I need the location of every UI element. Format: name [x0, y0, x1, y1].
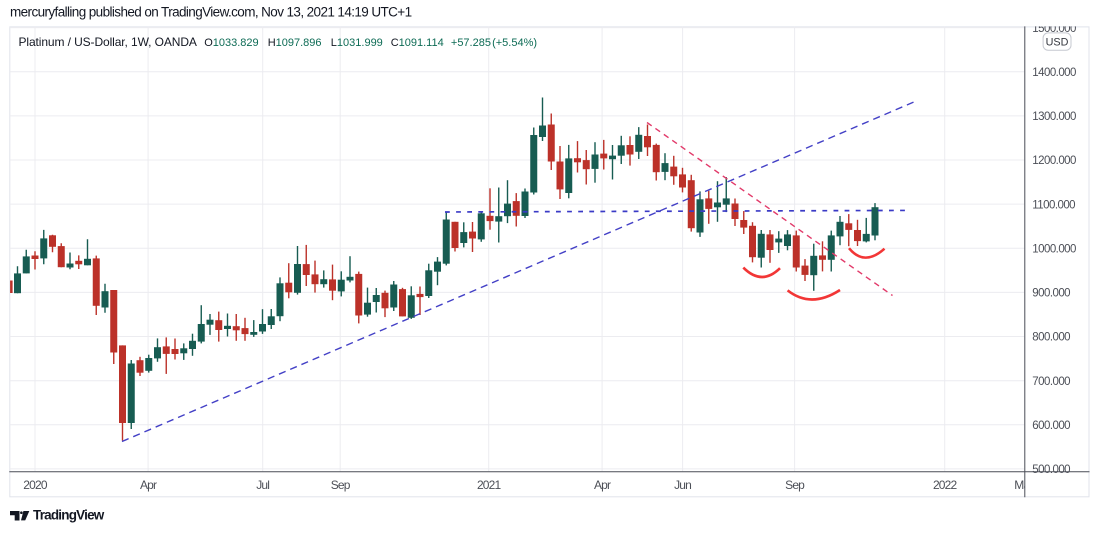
- svg-text:H1097.896: H1097.896: [268, 37, 322, 49]
- svg-text:O1033.829: O1033.829: [204, 37, 258, 49]
- svg-text:USD: USD: [1046, 36, 1069, 48]
- svg-text:Mar: Mar: [1014, 478, 1033, 492]
- svg-text:500.000: 500.000: [1032, 464, 1070, 476]
- svg-text:2020: 2020: [23, 478, 48, 492]
- svg-text:Jul: Jul: [256, 478, 269, 492]
- svg-text:800.000: 800.000: [1032, 332, 1070, 344]
- svg-text:2021: 2021: [477, 478, 502, 492]
- svg-text:L1031.999: L1031.999: [331, 37, 383, 49]
- svg-text:1500.000: 1500.000: [1032, 23, 1076, 35]
- svg-text:1000.000: 1000.000: [1032, 244, 1076, 256]
- svg-text:1200.000: 1200.000: [1032, 155, 1076, 167]
- svg-text:900.000: 900.000: [1032, 288, 1070, 300]
- svg-text:Apr: Apr: [594, 478, 611, 492]
- svg-text:Sep: Sep: [785, 478, 805, 492]
- svg-text:C1091.114: C1091.114: [391, 37, 444, 49]
- svg-text:Platinum / US-Dollar, 1W, OAND: Platinum / US-Dollar, 1W, OANDA: [19, 35, 197, 49]
- svg-text:2022: 2022: [933, 478, 958, 492]
- svg-text:(+5.54%): (+5.54%): [492, 37, 537, 49]
- svg-text:TradingView: TradingView: [33, 508, 105, 523]
- svg-text:mercuryfalling published on Tr: mercuryfalling published on TradingView.…: [10, 5, 412, 20]
- svg-text:600.000: 600.000: [1032, 420, 1070, 432]
- svg-text:+57.285: +57.285: [451, 37, 491, 49]
- svg-text:Jun: Jun: [674, 478, 691, 492]
- svg-text:1400.000: 1400.000: [1032, 67, 1076, 79]
- svg-text:Sep: Sep: [331, 478, 351, 492]
- svg-text:1100.000: 1100.000: [1032, 199, 1075, 211]
- svg-text:Apr: Apr: [140, 478, 157, 492]
- svg-text:1300.000: 1300.000: [1032, 111, 1076, 123]
- svg-text:700.000: 700.000: [1032, 376, 1070, 388]
